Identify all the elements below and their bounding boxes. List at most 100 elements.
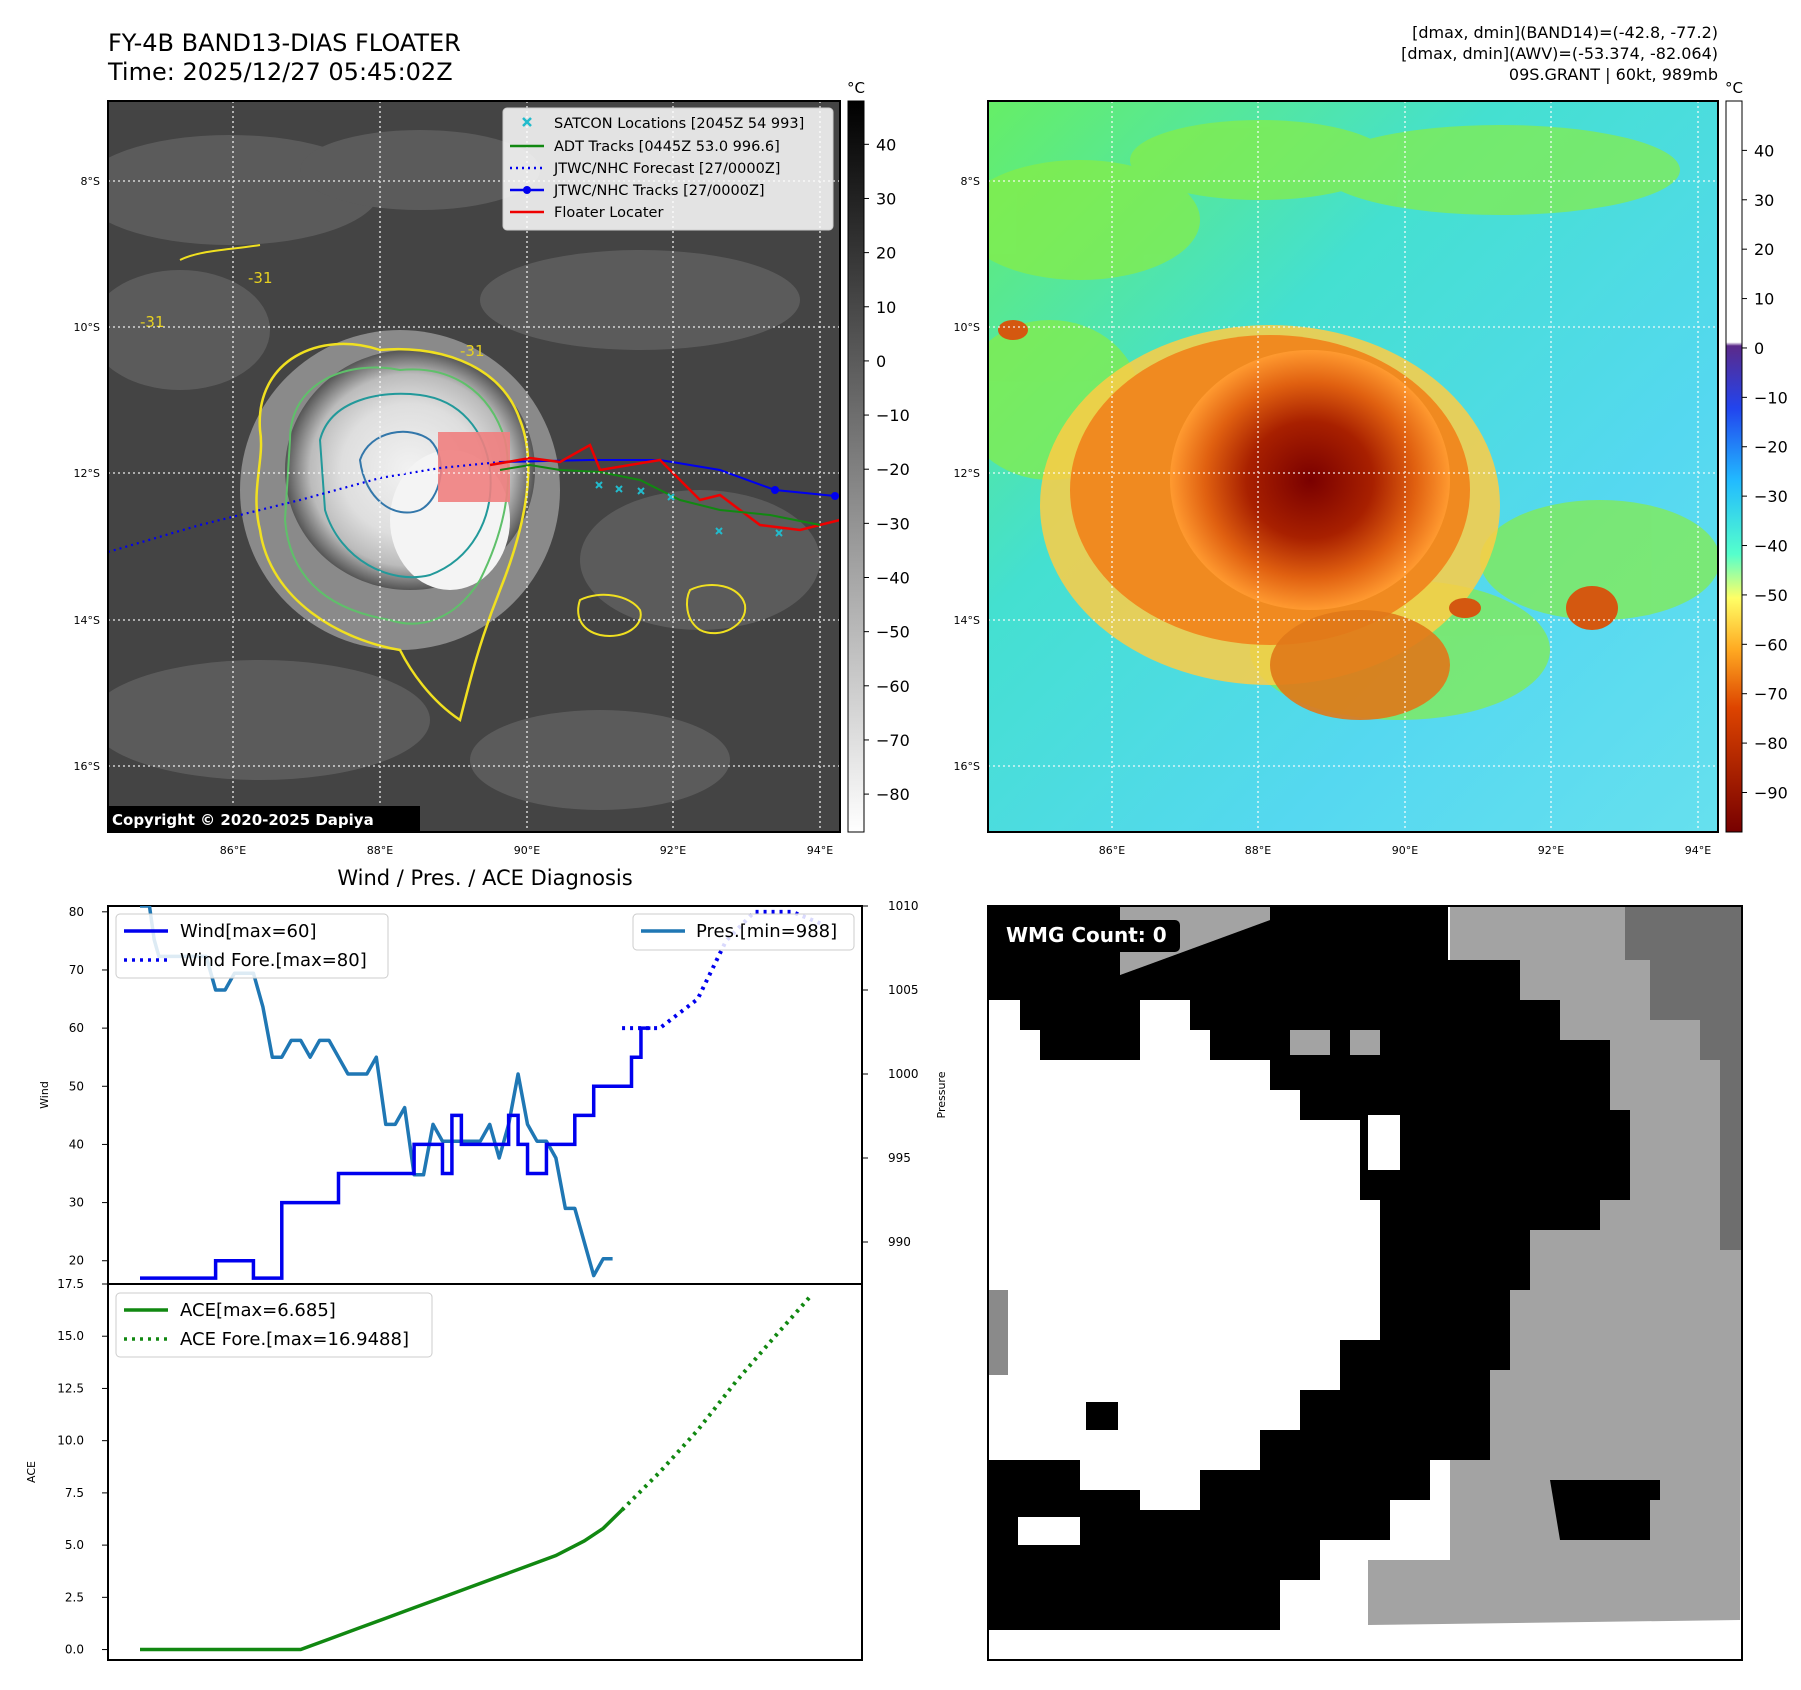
jtwc-forecast-track (108, 460, 501, 554)
wmg-frame (987, 905, 1743, 1661)
colorbar-tick-label: −50 (876, 623, 910, 642)
wind-legend-label: Wind[max=60] (180, 921, 317, 942)
awv-storm-tail (1270, 610, 1450, 720)
awv-lat-label-10s: 10°S (954, 321, 980, 334)
ace-fore-legend-label: ACE Fore.[max=16.9488] (180, 1329, 409, 1350)
awv-lon-label-92e: 92°E (1538, 844, 1564, 857)
diagnosis-panel: Wind / Pres. / ACE Diagnosis Wind Pressu… (25, 866, 948, 1661)
pressure-tick-label: 1010 (888, 899, 919, 913)
lat-label-8s: 8°S (81, 175, 100, 188)
awv-lat-label-8s: 8°S (961, 175, 980, 188)
ace-tick-label: 2.5 (65, 1590, 84, 1604)
legend-label-satcon: SATCON Locations [2045Z 54 993] (554, 116, 804, 132)
ir-colorbar-unit: °C (847, 79, 865, 97)
lon-label-92e: 92°E (660, 844, 686, 857)
lon-label-94e: 94°E (807, 844, 833, 857)
ace-tick-label: 15.0 (57, 1329, 84, 1343)
colorbar-tick-label: 30 (876, 189, 896, 208)
wmg-panel: WMG Count: 0 (987, 905, 1743, 1661)
pressure-ticks: 1010 1005 1000 995 990 (862, 899, 919, 1249)
awv-lon-label-94e: 94°E (1685, 844, 1711, 857)
pressure-legend-box (632, 913, 855, 951)
lat-label-10s: 10°S (74, 321, 100, 334)
copyright-text: Copyright © 2020-2025 Dapiya (112, 811, 374, 829)
awv-colorbar-ticks: 40 30 20 10 0 −10 −20 −30 −40 −50 −60 −70 −80 −90 (1742, 141, 1788, 802)
wind-tick-label: 70 (69, 963, 84, 977)
pressure-tick-label: 1005 (888, 983, 919, 997)
ir-contour-east1 (577, 593, 642, 637)
ir-cloud-texture (108, 130, 820, 810)
awv-map-frame (987, 100, 1719, 833)
colorbar-tick-label: −70 (876, 731, 910, 750)
colorbar-tick-label: −10 (1754, 388, 1788, 407)
colorbar-tick-label: 20 (1754, 240, 1774, 259)
wind-fore-legend-label: Wind Fore.[max=80] (180, 950, 367, 971)
lat-label-14s: 14°S (74, 614, 100, 627)
ace-legend-box (115, 1292, 433, 1358)
wmg-gray-cell-1 (1290, 1030, 1330, 1055)
ace-tick-label: 12.5 (57, 1381, 84, 1395)
legend-entry-adt: ADT Tracks [0445Z 53.0 996.6] (510, 139, 780, 155)
wmg-white-pocket (1018, 1517, 1080, 1545)
wmg-black-right (1550, 1480, 1660, 1540)
ace-tick-label: 10.0 (57, 1434, 84, 1448)
ir-contour-east2 (686, 584, 747, 635)
awv-colorbar (1725, 100, 1743, 833)
wind-tick-label: 30 (69, 1196, 84, 1210)
colorbar-tick-label: −60 (1754, 635, 1788, 654)
colorbar-tick-label: −80 (876, 785, 910, 804)
legend-entry-satcon: SATCON Locations [2045Z 54 993] (522, 116, 804, 132)
wmg-count-label: WMG Count: 0 (1006, 923, 1167, 947)
ir-contour-label-2: -31 (248, 269, 273, 287)
wmg-white-cell (1368, 1115, 1400, 1170)
awv-colorbar-unit: °C (1725, 79, 1743, 97)
ir-contour-label-3: -31 (460, 342, 485, 360)
colorbar-tick-label: 20 (876, 244, 896, 263)
awv-lat-label-14s: 14°S (954, 614, 980, 627)
legend-label-floater: Floater Locater (554, 205, 663, 221)
wind-tick-label: 50 (69, 1079, 84, 1093)
legend-label-jtwc-forecast: JTWC/NHC Forecast [27/0000Z] (553, 161, 780, 177)
lon-label-90e: 90°E (514, 844, 540, 857)
ir-contour-north (179, 244, 261, 261)
colorbar-tick-label: −60 (876, 677, 910, 696)
colorbar-tick-label: −20 (876, 460, 910, 479)
awv-cell-west (998, 320, 1028, 340)
legend-entry-jtwc-track: JTWC/NHC Tracks [27/0000Z] (510, 183, 765, 199)
pressure-legend-label: Pres.[min=988] (696, 921, 837, 942)
awv-storm-core (1170, 350, 1450, 610)
colorbar-tick-label: 10 (876, 298, 896, 317)
pressure-legend: Pres.[min=988] (632, 913, 855, 951)
wind-legend-box (115, 913, 389, 979)
awv-lon-label-88e: 88°E (1245, 844, 1271, 857)
diagnosis-title: Wind / Pres. / ACE Diagnosis (337, 866, 632, 890)
jtwc-track-point-2 (831, 492, 839, 500)
wind-tick-label: 60 (69, 1021, 84, 1035)
info-storm: 09S.GRANT | 60kt, 989mb (1509, 65, 1718, 84)
awv-lon-labels: 86°E 88°E 90°E 92°E 94°E (1099, 844, 1711, 857)
ir-colorbar-ticks: 40 30 20 10 0 −10 −20 −30 −40 −50 −60 −70 −80 (864, 135, 910, 804)
awv-cell-east (1566, 586, 1618, 630)
colorbar-tick-label: −30 (1754, 487, 1788, 506)
legend-label-jtwc-track: JTWC/NHC Tracks [27/0000Z] (553, 183, 765, 199)
colorbar-tick-label: −70 (1754, 685, 1788, 704)
wind-ylabel: Wind (38, 1081, 51, 1109)
legend-label-adt: ADT Tracks [0445Z 53.0 996.6] (554, 139, 780, 155)
wmg-black-region (988, 906, 1630, 1630)
pressure-tick-label: 1000 (888, 1067, 919, 1081)
wind-tick-label: 80 (69, 905, 84, 919)
lon-label-86e: 86°E (220, 844, 246, 857)
wmg-count-badge (996, 920, 1180, 952)
wmg-gray-edge (988, 1290, 1008, 1375)
satcon-points (595, 481, 783, 537)
colorbar-tick-label: 40 (1754, 141, 1774, 160)
ir-legend: SATCON Locations [2045Z 54 993] ADT Trac… (502, 107, 834, 231)
ir-lat-labels: 8°S 10°S 12°S 14°S 16°S (74, 175, 100, 773)
wind-line (140, 1026, 651, 1280)
ace-tick-label: 17.5 (57, 1277, 84, 1291)
wmg-gray-cell-2 (1350, 1030, 1380, 1055)
pressure-ylabel: Pressure (935, 1071, 948, 1118)
colorbar-tick-label: −40 (876, 569, 910, 588)
colorbar-tick-label: −80 (1754, 734, 1788, 753)
wind-tick-label: 40 (69, 1137, 84, 1151)
